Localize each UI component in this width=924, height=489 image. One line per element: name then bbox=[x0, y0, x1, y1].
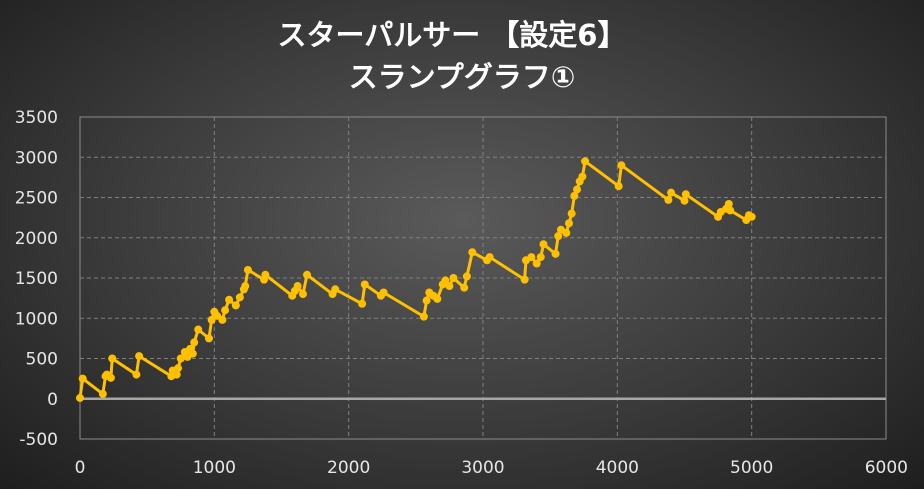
x-tick-label: 2000 bbox=[327, 458, 370, 478]
y-tick-label: -500 bbox=[19, 430, 58, 450]
data-point bbox=[108, 354, 117, 363]
data-point bbox=[190, 338, 199, 347]
y-tick-label: 1500 bbox=[15, 269, 58, 289]
data-point bbox=[174, 364, 183, 373]
data-point bbox=[520, 275, 529, 284]
data-point bbox=[527, 253, 536, 262]
grid-layer bbox=[80, 117, 886, 439]
data-point bbox=[680, 196, 689, 205]
data-point bbox=[724, 199, 733, 208]
data-point bbox=[445, 282, 454, 291]
x-tick-label: 5000 bbox=[730, 458, 773, 478]
data-point bbox=[194, 325, 203, 334]
data-point bbox=[581, 157, 590, 166]
data-point bbox=[747, 212, 756, 221]
data-point bbox=[132, 370, 141, 379]
data-point bbox=[106, 373, 115, 382]
data-point bbox=[614, 182, 623, 191]
data-point bbox=[460, 283, 469, 292]
y-tick-label: 2500 bbox=[15, 189, 58, 209]
data-point bbox=[188, 349, 197, 358]
data-point bbox=[135, 352, 144, 361]
data-point bbox=[617, 161, 626, 170]
data-point bbox=[573, 185, 582, 194]
data-point bbox=[567, 209, 576, 218]
data-point bbox=[551, 249, 560, 258]
data-point bbox=[235, 293, 244, 302]
data-point bbox=[449, 274, 458, 282]
x-tick-label: 3000 bbox=[461, 458, 504, 478]
data-point bbox=[726, 206, 735, 215]
data-point bbox=[485, 253, 494, 262]
data-point bbox=[564, 219, 573, 228]
data-point bbox=[293, 282, 302, 291]
data-point bbox=[379, 288, 388, 297]
data-point bbox=[358, 299, 367, 308]
data-point bbox=[98, 389, 107, 398]
y-tick-label: 0 bbox=[47, 390, 58, 410]
data-point bbox=[204, 334, 213, 343]
data-point bbox=[433, 294, 442, 303]
data-point bbox=[536, 253, 545, 262]
data-point bbox=[667, 188, 676, 197]
x-tick-label: 4000 bbox=[596, 458, 639, 478]
data-point bbox=[331, 285, 340, 294]
series-layer bbox=[76, 157, 756, 402]
chart-subtitle: スランプグラフ① bbox=[349, 60, 576, 94]
y-tick-label: 2000 bbox=[15, 229, 58, 249]
y-tick-label: 500 bbox=[26, 350, 58, 370]
chart-title: スターパルサー 【設定6】 bbox=[278, 18, 627, 52]
data-point bbox=[360, 280, 369, 289]
data-point bbox=[76, 393, 84, 402]
data-point bbox=[303, 270, 312, 279]
data-point bbox=[218, 315, 227, 324]
data-point bbox=[176, 354, 185, 363]
data-point bbox=[172, 370, 181, 379]
x-tick-label: 1000 bbox=[193, 458, 236, 478]
data-point bbox=[221, 306, 230, 315]
data-point bbox=[681, 190, 690, 199]
data-point bbox=[261, 270, 270, 279]
data-point bbox=[664, 195, 673, 204]
data-point bbox=[231, 301, 240, 310]
data-point bbox=[298, 290, 307, 299]
y-tick-label: 3500 bbox=[15, 108, 58, 128]
data-point bbox=[78, 374, 87, 383]
data-point bbox=[539, 240, 548, 249]
data-point bbox=[562, 228, 571, 237]
data-point bbox=[419, 312, 428, 321]
y-tick-label: 3000 bbox=[15, 148, 58, 168]
data-point bbox=[225, 295, 234, 304]
x-tick-label: 6000 bbox=[865, 458, 908, 478]
data-point bbox=[422, 296, 431, 305]
y-tick-label: 1000 bbox=[15, 309, 58, 329]
x-tick-label: 0 bbox=[75, 458, 86, 478]
data-point bbox=[578, 172, 587, 181]
data-point bbox=[570, 191, 579, 200]
data-point bbox=[532, 259, 541, 268]
data-point bbox=[241, 282, 250, 291]
data-point bbox=[462, 272, 471, 281]
data-point bbox=[468, 248, 477, 257]
data-point bbox=[441, 276, 450, 285]
data-point bbox=[243, 265, 252, 274]
data-point bbox=[554, 232, 563, 241]
